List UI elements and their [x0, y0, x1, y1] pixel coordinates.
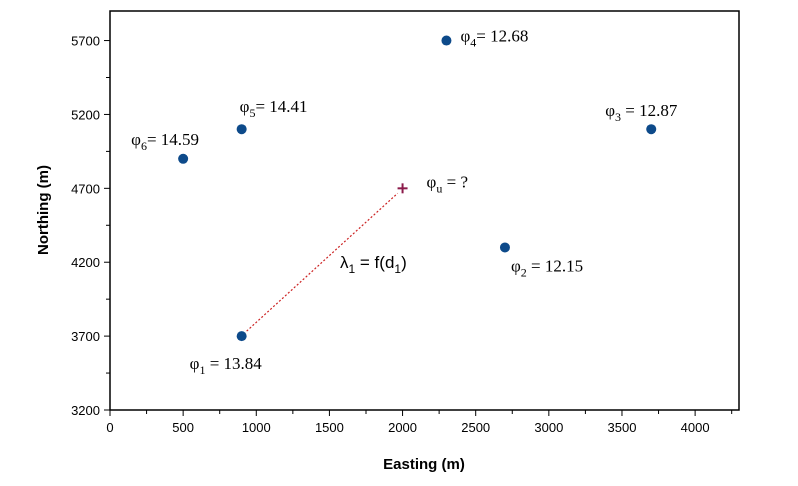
x-tick-label: 2500 — [461, 420, 490, 435]
data-point-6 — [178, 153, 189, 164]
y-tick-label: 3200 — [71, 403, 100, 418]
x-tick-label: 3000 — [534, 420, 563, 435]
y-tick-label: 4700 — [71, 181, 100, 196]
y-tick-label: 5700 — [71, 34, 100, 49]
point-label-5: φ5= 14.41 — [240, 97, 308, 120]
data-point-2 — [499, 242, 510, 253]
x-tick-label: 4000 — [681, 420, 710, 435]
data-point-5 — [236, 124, 247, 135]
point-label-1: φ1 = 13.84 — [190, 354, 263, 377]
plot-frame — [109, 10, 740, 411]
point-label-4: φ4= 12.68 — [460, 27, 528, 50]
point-label-6: φ6= 14.59 — [131, 130, 199, 153]
x-tick-label: 1500 — [315, 420, 344, 435]
x-tick-label: 3500 — [608, 420, 637, 435]
x-tick-label: 0 — [106, 420, 113, 435]
y-tick-label: 5200 — [71, 107, 100, 122]
data-point-4 — [441, 35, 452, 46]
lambda-annotation: λ1 = f(d1) — [340, 253, 407, 276]
x-axis-title: Easting (m) — [383, 456, 465, 473]
y-tick-label: 3700 — [71, 329, 100, 344]
x-tick-label: 2000 — [388, 420, 417, 435]
data-point-1 — [236, 331, 247, 342]
y-axis-title: Northing (m) — [35, 165, 52, 255]
x-tick-label: 1000 — [242, 420, 271, 435]
point-label-3: φ3 = 12.87 — [605, 101, 678, 124]
point-label-2: φ2 = 12.15 — [511, 256, 583, 279]
data-point-3 — [646, 124, 657, 135]
y-tick-label: 4200 — [71, 255, 100, 270]
unknown-point-label: φu = ? — [427, 172, 468, 195]
x-tick-label: 500 — [172, 420, 194, 435]
